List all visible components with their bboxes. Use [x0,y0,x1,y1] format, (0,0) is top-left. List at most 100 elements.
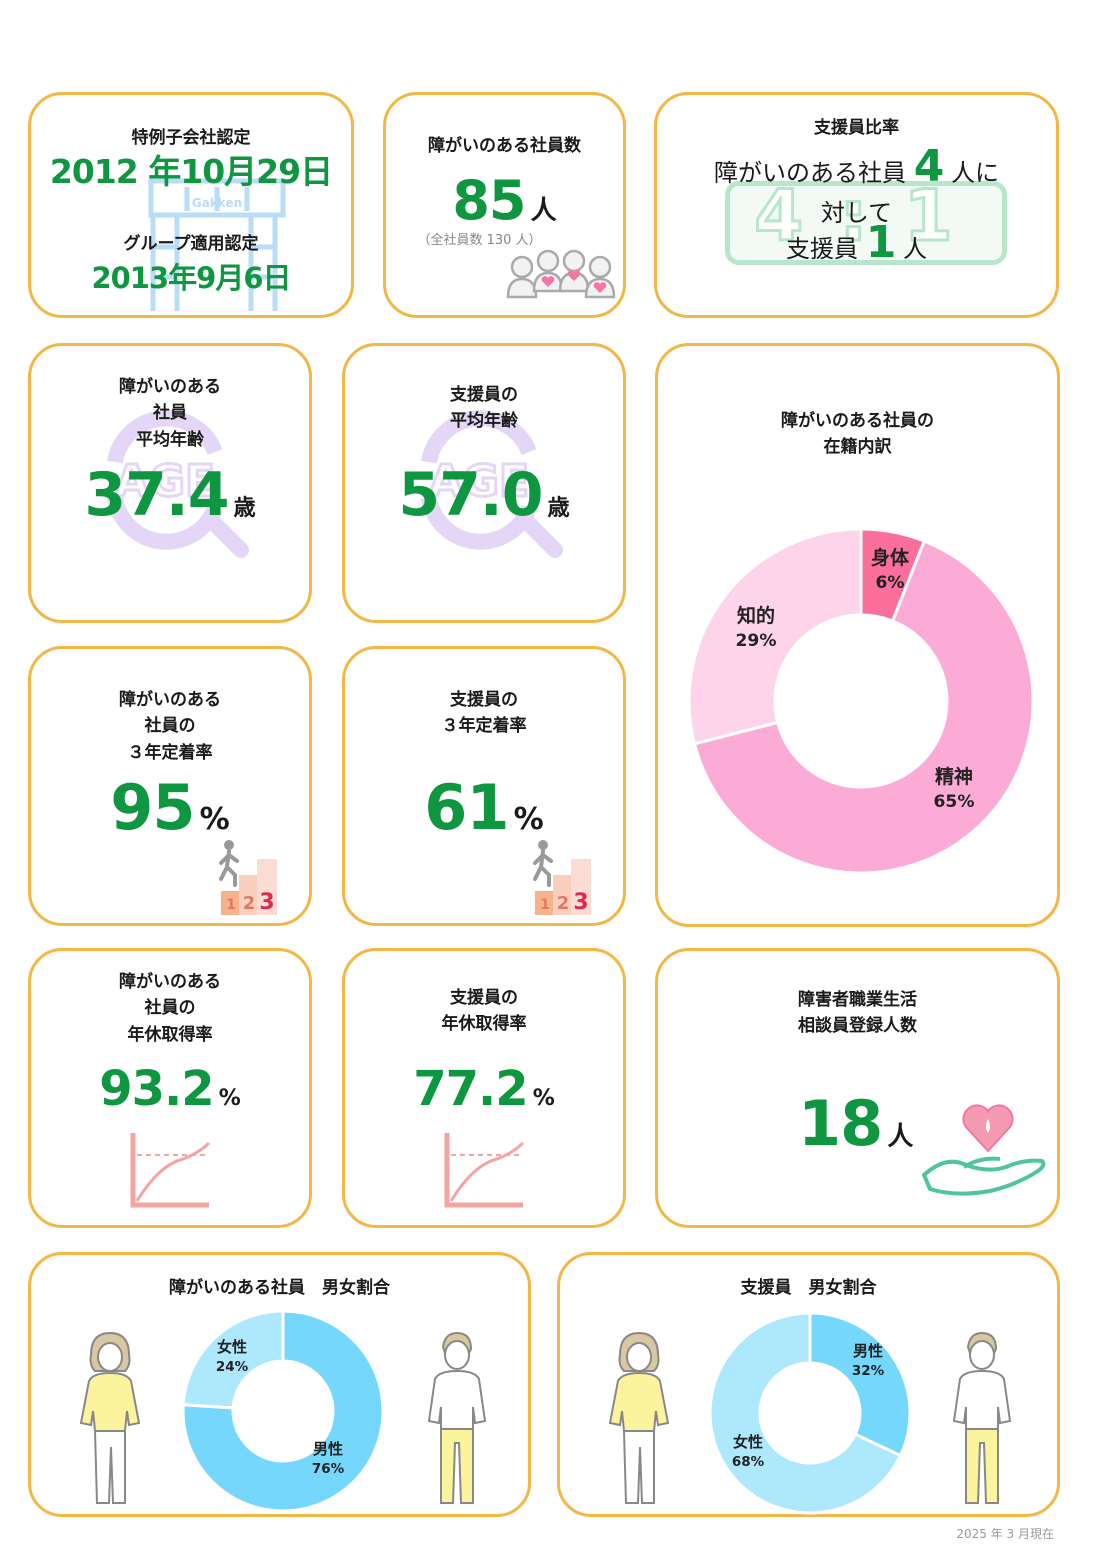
avg-age-disabled-title: 障がいのある 社員 平均年齢 [119,377,221,450]
special-subsidiary-label: 特例子会社認定 [131,128,251,148]
avg-age-disabled-card: AGE 障がいのある 社員 平均年齢 37.4 歳 [28,343,312,623]
age-magnifier-icon: AGE [107,410,249,558]
slice-label: 精神 [935,765,973,788]
support-ratio-title: 支援員比率 [814,118,899,138]
avg-age-support-card: AGE 支援員の 平均年齢 57.0 歳 [342,343,626,623]
retention-support-value-row: 61 % [345,771,623,844]
employees-title: 障がいのある社員数 [428,136,581,156]
stair-digit: 2 [557,893,570,914]
slice-value-label: 6% [875,573,904,593]
ratio-line-1-post: 人に [950,159,999,187]
slice-label: 女性 [217,1338,247,1356]
leave-disabled-card: 障がいのある 社員の 年休取得率 93.2 % [28,948,312,1228]
leave-support-value: 77.2 [413,1061,528,1117]
retention-disabled-value: 95 [110,771,195,844]
employees-value: 85 [452,169,526,232]
retention-disabled-title: 障がいのある 社員の ３年定着率 [119,690,221,763]
gender-disabled-title: 障がいのある社員 男女割合 [169,1278,390,1298]
stair-step [535,891,555,915]
ratio-line-3: 支援員 1 人 [657,217,1056,268]
as-of-date: 2025 年 3 月現在 [956,1527,1054,1541]
woman-figure-icon [79,1331,141,1504]
stair-step [239,875,259,915]
gender-support-card: 支援員 男女割合 男性 32% 女性 68% [557,1252,1060,1517]
donut-slice [708,1311,903,1515]
man-figure-icon [427,1331,487,1504]
leave-support-unit: % [532,1086,555,1111]
runner-head [538,840,548,850]
leave-disabled-value: 93.2 [99,1061,214,1117]
slice-value-label: 29% [736,631,777,651]
growth-graph-icon [130,1133,211,1208]
slice-label: 男性 [313,1440,343,1458]
slice-value-label: 32% [852,1363,885,1379]
gender-disabled-card: 障がいのある社員 男女割合 男性 76% 女性 24% [28,1252,531,1517]
gender-support-title: 支援員 男女割合 [740,1278,877,1298]
employees-note: （全社員数 130 人） [417,233,542,248]
retention-disabled-value-row: 95 % [31,771,309,844]
support-ratio-card: 支援員比率 4 : 1 障がいのある社員 4 人に 対して 支援員 1 人 [654,92,1059,318]
age-watermark-text: AGE [115,456,215,507]
ratio-watermark-box [725,181,1007,265]
ratio-disabled-number: 4 [913,141,945,192]
counselors-unit: 人 [887,1122,914,1152]
retention-support-unit: % [513,802,544,837]
certification-card: Gakken 特例子会社認定 2012 年10月29日 グループ適用認定 201… [28,92,354,318]
avg-age-disabled-value: 37.4 [84,460,229,530]
slice-value-label: 65% [934,792,975,812]
gender-disabled-donut-chart: 男性 76% 女性 24% [181,1309,385,1513]
runner-body [533,849,553,887]
runner-body [219,849,239,887]
leave-support-card: 支援員の 年休取得率 77.2 % [342,948,626,1228]
counselors-title: 障害者職業生活 相談員登録人数 [798,990,917,1037]
avg-age-disabled-unit: 歳 [233,496,256,521]
slice-value-label: 76% [312,1461,345,1477]
avg-age-support-title: 支援員の 平均年齢 [450,385,518,432]
ratio-line-3-pre: 支援員 [786,235,859,263]
slice-label: 知的 [737,604,775,627]
group-application-date: 2013年9月6日 [91,261,291,295]
slice-label: 身体 [871,546,910,569]
ratio-support-number: 1 [865,217,897,268]
growth-graph-icon [444,1133,525,1208]
employees-card: 障がいのある社員数 85 人 （全社員数 130 人） [383,92,626,318]
donut-slice [808,1311,912,1458]
man-figure-icon [952,1331,1012,1504]
stair-step [553,875,573,915]
woman-figure-icon [608,1331,670,1504]
stair-digit: 3 [259,890,274,915]
building-watermark-icon: Gakken [148,178,286,311]
leave-support-title: 支援員の 年休取得率 [441,988,527,1035]
ratio-line-3-post: 人 [902,235,927,263]
counselors-value: 18 [798,1087,883,1160]
counselors-card: 障害者職業生活 相談員登録人数 18 人 [655,948,1060,1228]
employees-unit: 人 [530,196,557,226]
ratio-line-1: 障がいのある社員 4 人に [657,141,1056,192]
special-subsidiary-date: 2012 年10月29日 [49,152,333,191]
retention-support-value: 61 [424,771,509,844]
leave-disabled-title: 障がいのある 社員の 年休取得率 [119,972,221,1045]
slice-value-label: 68% [732,1454,765,1470]
gender-support-donut-chart: 男性 32% 女性 68% [708,1311,912,1515]
avg-age-support-value: 57.0 [398,460,543,530]
counselors-value-row: 18 人 [798,1087,913,1160]
donut-slice [181,1309,385,1513]
stair-step [571,859,591,915]
stair-step [221,891,241,915]
avg-age-support-value-row: 57.0 歳 [345,460,623,530]
donut-slice [692,539,1035,875]
ratio-watermark-text: 4 : 1 [753,174,959,259]
slice-label: 男性 [853,1342,883,1360]
ratio-line-2: 対して [820,199,893,227]
breakdown-title: 障がいのある社員の 在籍内訳 [781,411,934,458]
heart-hand-icon [922,1104,1046,1196]
avg-age-support-unit: 歳 [547,496,570,521]
leave-support-value-row: 77.2 % [345,1061,623,1117]
slice-label: 女性 [733,1433,763,1451]
slice-value-label: 24% [216,1359,249,1375]
employees-value-row: 85 人 [386,169,623,232]
